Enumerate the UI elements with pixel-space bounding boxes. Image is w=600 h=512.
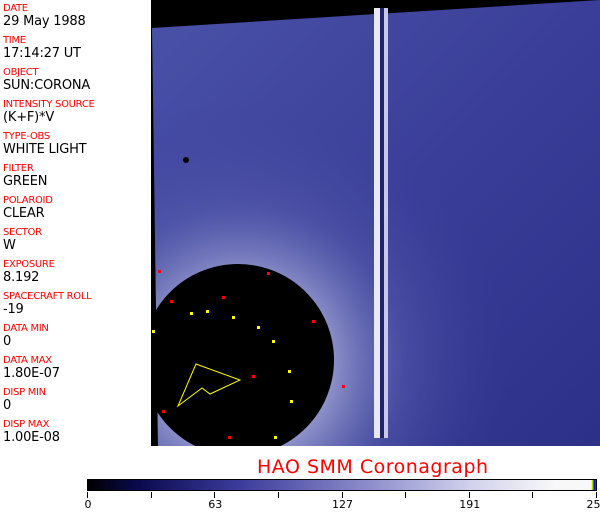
field-value: -19 xyxy=(3,302,24,317)
field-value: GREEN xyxy=(3,174,48,189)
field-label: DISP MAX xyxy=(3,419,50,430)
colorbar-tick-label: 127 xyxy=(332,498,353,511)
colorbar-tick-label: 255 xyxy=(586,498,600,511)
field-value: 29 May 1988 xyxy=(3,14,86,29)
field-value: W xyxy=(3,238,16,253)
field-label: OBJECT xyxy=(3,67,39,78)
field-value: 8.192 xyxy=(3,270,40,285)
colorbar-tick xyxy=(341,492,343,498)
field-label: DATA MIN xyxy=(3,323,49,334)
field-label: TYPE-OBS xyxy=(3,131,50,142)
field-label: DATA MAX xyxy=(3,355,52,366)
field-value: SUN:CORONA xyxy=(3,78,91,93)
field-label: SECTOR xyxy=(3,227,42,238)
field-label: SPACECRAFT ROLL xyxy=(3,291,92,302)
field-label: EXPOSURE xyxy=(3,259,55,270)
field-value: WHITE LIGHT xyxy=(3,142,87,157)
field-label: DISP MIN xyxy=(3,387,46,398)
colorbar-tick-label: 63 xyxy=(208,498,223,511)
image-title: HAO SMM Coronagraph xyxy=(257,456,489,478)
colorbar xyxy=(87,479,597,491)
colorbar-tick xyxy=(87,492,88,498)
field-value: 1.80E-07 xyxy=(3,366,60,381)
field-value: CLEAR xyxy=(3,206,45,221)
field-label: DATE xyxy=(3,3,28,14)
field-value: 0 xyxy=(3,334,12,349)
header-info-panel xyxy=(0,0,152,446)
colorbar-tick xyxy=(214,492,216,498)
colorbar-tick xyxy=(532,492,534,498)
field-value: 1.00E-08 xyxy=(3,430,60,445)
field-label: FILTER xyxy=(3,163,34,174)
coronagraph-image xyxy=(142,0,600,456)
colorbar-tick xyxy=(150,492,152,498)
colorbar-tick xyxy=(405,492,407,498)
field-label: TIME xyxy=(3,35,26,46)
field-value: 17:14:27 UT xyxy=(3,46,81,61)
colorbar-tick-label: 0 xyxy=(84,498,92,511)
field-value: 0 xyxy=(3,398,12,413)
colorbar-tick xyxy=(277,492,279,498)
colorbar-tick xyxy=(596,492,597,498)
field-label: INTENSITY SOURCE xyxy=(3,99,95,110)
colorbar-tick-label: 191 xyxy=(459,498,481,511)
field-value: (K+F)*V xyxy=(3,110,55,125)
colorbar-tick xyxy=(468,492,470,498)
field-label: POLAROID xyxy=(3,195,53,206)
